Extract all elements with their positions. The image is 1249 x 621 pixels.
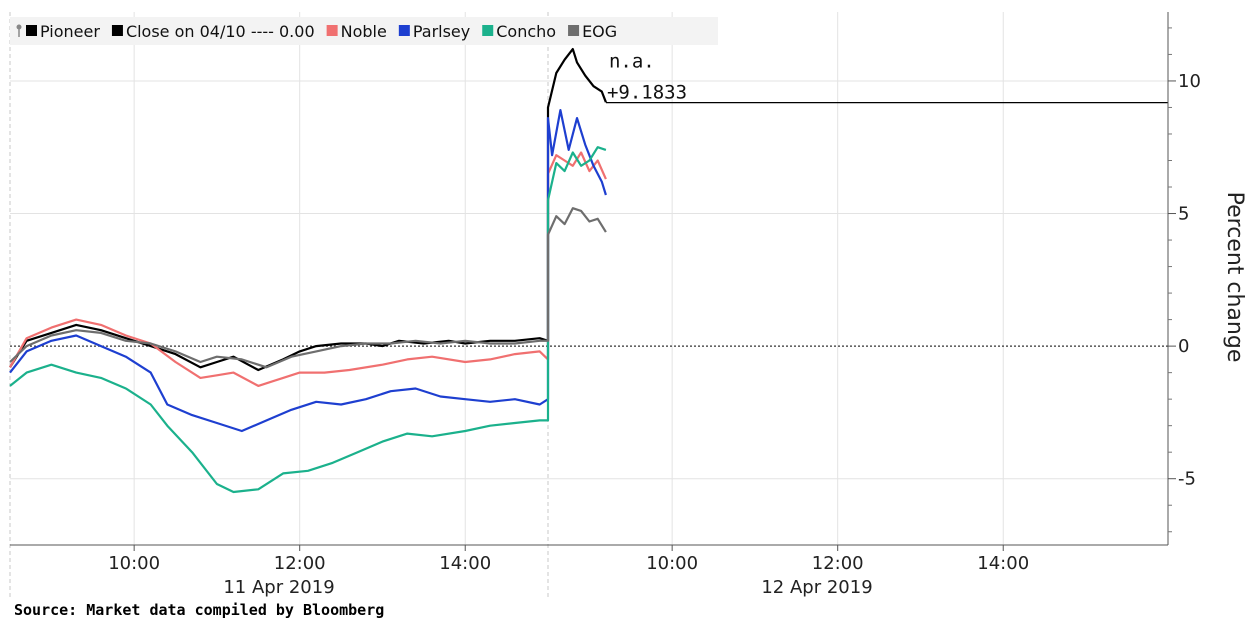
- legend-swatch-2: [326, 25, 338, 36]
- y-tick-label-2: 5: [1178, 204, 1189, 225]
- axes: -5 0 5 10 10:00 12:00 14:00 10:00 12:00 14:00 11 A…: [10, 12, 1201, 598]
- legend-swatch-0: [26, 25, 37, 36]
- x-tick-label-3: 10:00: [646, 553, 698, 574]
- x-tick-label-1: 12:00: [274, 553, 326, 574]
- reference-lines: [10, 102, 1168, 347]
- y-axis-label: Percent change: [1222, 192, 1247, 363]
- series-line-eog: [9, 207, 607, 369]
- y-tick-label-0: -5: [1178, 469, 1196, 490]
- x-tick-label-5: 14:00: [977, 553, 1029, 574]
- pin-icon: [16, 24, 22, 37]
- series-line-parlsey: [9, 109, 607, 433]
- source-note: Source: Market data compiled by Bloomber…: [14, 601, 384, 619]
- legend-label-3: Parlsey: [413, 22, 470, 41]
- legend-label-2: Noble: [341, 22, 387, 41]
- legend-swatch-5: [568, 25, 580, 36]
- legend-swatch-4: [482, 25, 494, 36]
- x-tick-label-4: 12:00: [812, 553, 864, 574]
- gridlines: [9, 12, 1168, 600]
- x-tick-label-0: 10:00: [108, 553, 160, 574]
- series-line-concho: [9, 146, 607, 494]
- annotation-last-value: +9.1833: [607, 82, 687, 104]
- legend-label-1: Close on 04/10 ---- 0.00: [126, 22, 315, 41]
- legend-background: [10, 17, 718, 45]
- series-lines: [9, 48, 607, 494]
- legend-label-5: EOG: [582, 22, 617, 41]
- legend-swatch-3: [398, 25, 410, 36]
- x-tick-label-2: 14:00: [439, 553, 491, 574]
- y-tick-label-3: 10: [1178, 71, 1201, 92]
- annotation-na: n.a.: [609, 51, 655, 73]
- legend-swatch-1: [111, 25, 123, 36]
- y-tick-label-1: 0: [1178, 336, 1189, 357]
- session-date-label-1: 12 Apr 2019: [761, 577, 872, 598]
- legend-label-4: Concho: [496, 22, 556, 41]
- legend-label-0: Pioneer: [40, 22, 100, 41]
- series-line-noble: [9, 151, 607, 387]
- legend: Pioneer Close on 04/10 ---- 0.00 Noble Parl…: [10, 17, 718, 45]
- series-line-pioneer: [9, 48, 607, 372]
- session-date-label-0: 11 Apr 2019: [223, 577, 334, 598]
